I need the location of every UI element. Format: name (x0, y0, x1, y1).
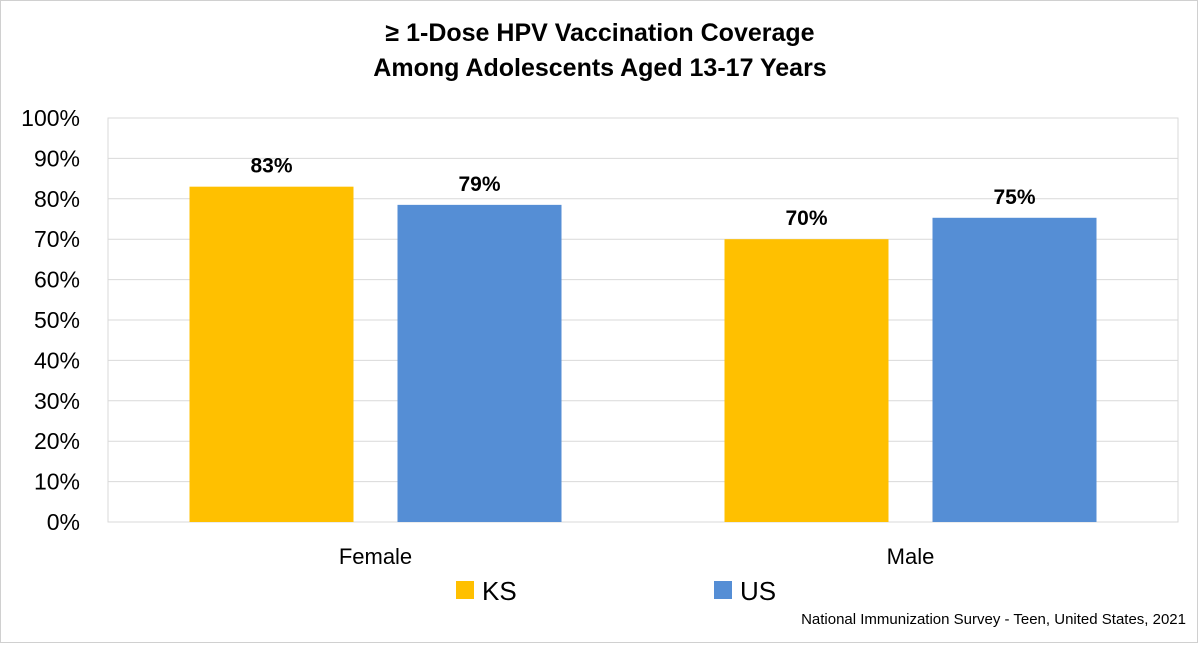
chart-title: ≥ 1-Dose HPV Vaccination Coverage Among … (0, 16, 1200, 86)
bar-ks-female (189, 186, 354, 522)
source-note: National Immunization Survey - Teen, Uni… (801, 611, 1186, 628)
legend-swatch-us (714, 581, 732, 599)
y-tick-label: 90% (34, 145, 80, 171)
y-tick-label: 100% (21, 105, 80, 131)
y-tick-label: 20% (34, 428, 80, 454)
legend-label: KS (482, 576, 517, 606)
legend-swatch-ks (456, 581, 474, 599)
x-axis-categories: Female Male (339, 544, 935, 569)
y-tick-label: 70% (34, 226, 80, 252)
y-tick-label: 30% (34, 388, 80, 414)
chart-title-line-2: Among Adolescents Aged 13-17 Years (373, 54, 827, 82)
data-label: 83% (250, 155, 292, 178)
category-label: Female (339, 544, 412, 569)
bar-us-male (932, 217, 1097, 522)
legend-label: US (740, 576, 776, 606)
y-tick-label: 0% (47, 509, 80, 535)
y-tick-label: 50% (34, 307, 80, 333)
plot-area-border (107, 117, 1179, 523)
data-label: 75% (993, 186, 1035, 209)
y-tick-label: 40% (34, 347, 80, 373)
legend: KS US (456, 576, 776, 606)
bar-us-female (397, 204, 562, 523)
category-label: Male (887, 544, 935, 569)
data-label: 79% (458, 173, 500, 196)
bar-ks-male (724, 239, 889, 522)
data-labels: 83% 79% 70% 75% (250, 155, 1035, 231)
bars (189, 186, 1097, 523)
y-tick-label: 80% (34, 186, 80, 212)
y-tick-label: 10% (34, 469, 80, 495)
chart-title-line-1: ≥ 1-Dose HPV Vaccination Coverage (385, 19, 815, 47)
y-tick-label: 60% (34, 267, 80, 293)
y-axis-ticks: 0% 10% 20% 30% 40% 50% 60% 70% 80% 90% 100% (21, 105, 80, 535)
data-label: 70% (785, 207, 827, 230)
